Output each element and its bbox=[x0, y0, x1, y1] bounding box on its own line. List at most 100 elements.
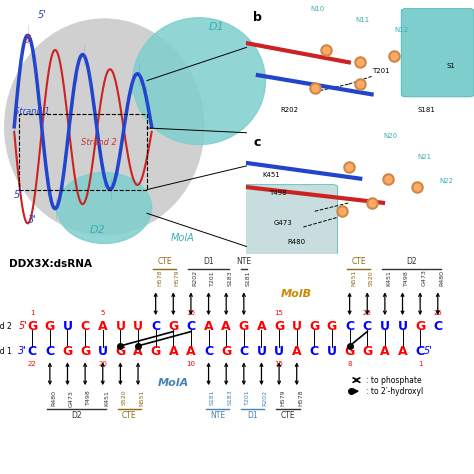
Text: H578: H578 bbox=[157, 270, 162, 286]
Text: C: C bbox=[239, 345, 248, 358]
Text: C: C bbox=[46, 345, 55, 358]
Text: G473: G473 bbox=[274, 220, 292, 227]
Text: T201: T201 bbox=[245, 390, 250, 405]
Text: S520: S520 bbox=[122, 390, 127, 405]
Text: N10: N10 bbox=[310, 6, 324, 11]
Text: C: C bbox=[204, 345, 213, 358]
Text: A: A bbox=[168, 345, 178, 358]
Text: U: U bbox=[292, 319, 302, 332]
Text: H579: H579 bbox=[174, 270, 180, 286]
Text: MolB: MolB bbox=[281, 289, 312, 299]
Text: G: G bbox=[274, 319, 284, 332]
Text: Strand 1: Strand 1 bbox=[0, 347, 11, 356]
Ellipse shape bbox=[5, 19, 204, 235]
Text: : to 2′-hydroxyl: : to 2′-hydroxyl bbox=[366, 387, 423, 396]
Ellipse shape bbox=[57, 173, 152, 244]
Text: A: A bbox=[398, 345, 407, 358]
Text: T498: T498 bbox=[86, 390, 91, 405]
Text: A: A bbox=[292, 345, 301, 358]
Text: G473: G473 bbox=[69, 390, 74, 407]
Text: N21: N21 bbox=[417, 154, 431, 160]
Text: b: b bbox=[253, 11, 262, 24]
Text: G: G bbox=[45, 319, 55, 332]
Text: 22: 22 bbox=[28, 361, 36, 367]
Text: D1: D1 bbox=[247, 411, 258, 420]
Text: H578: H578 bbox=[298, 390, 303, 406]
Text: N11: N11 bbox=[356, 17, 370, 23]
Text: 15: 15 bbox=[274, 310, 283, 317]
Text: U: U bbox=[98, 345, 108, 358]
Text: 5: 5 bbox=[100, 310, 105, 317]
Text: 5': 5' bbox=[14, 190, 23, 200]
Text: D1: D1 bbox=[209, 22, 224, 32]
Text: CTE: CTE bbox=[281, 411, 295, 420]
Text: N551: N551 bbox=[351, 270, 356, 286]
Text: 5': 5' bbox=[38, 10, 47, 20]
Text: 8: 8 bbox=[347, 361, 352, 367]
Text: C: C bbox=[186, 319, 195, 332]
Text: A: A bbox=[133, 345, 143, 358]
Text: R202: R202 bbox=[192, 270, 197, 286]
Text: N22: N22 bbox=[440, 178, 454, 184]
Bar bbox=[19, 114, 147, 190]
Text: G: G bbox=[362, 345, 373, 358]
Text: MolA: MolA bbox=[171, 233, 194, 243]
Text: R480: R480 bbox=[439, 270, 444, 286]
Text: G: G bbox=[345, 345, 355, 358]
Text: A: A bbox=[380, 345, 390, 358]
Text: G: G bbox=[27, 319, 37, 332]
FancyBboxPatch shape bbox=[242, 185, 337, 256]
Text: : to phosphate: : to phosphate bbox=[366, 375, 421, 384]
Text: D2: D2 bbox=[90, 225, 106, 235]
Text: 20: 20 bbox=[363, 310, 372, 317]
Text: Strand 1: Strand 1 bbox=[14, 107, 50, 116]
Text: R202: R202 bbox=[263, 390, 268, 406]
Text: T498: T498 bbox=[269, 190, 287, 196]
Text: G: G bbox=[115, 345, 126, 358]
Text: D2: D2 bbox=[71, 411, 82, 420]
Text: T201: T201 bbox=[210, 271, 215, 286]
Text: S181: S181 bbox=[210, 390, 215, 405]
Text: Strand 2: Strand 2 bbox=[81, 137, 117, 146]
Text: C: C bbox=[363, 319, 372, 332]
Text: NTE: NTE bbox=[236, 257, 251, 266]
Text: 3': 3' bbox=[24, 35, 33, 45]
FancyBboxPatch shape bbox=[401, 9, 474, 97]
Text: 3': 3' bbox=[28, 215, 37, 225]
Text: C: C bbox=[27, 345, 37, 358]
Text: G473: G473 bbox=[421, 269, 427, 286]
Text: C: C bbox=[81, 319, 90, 332]
Text: CTE: CTE bbox=[351, 257, 366, 266]
Text: G: G bbox=[239, 319, 249, 332]
Text: CTE: CTE bbox=[157, 257, 172, 266]
Text: H579: H579 bbox=[281, 390, 285, 406]
Text: C: C bbox=[345, 319, 354, 332]
Text: G: G bbox=[63, 345, 73, 358]
Text: G: G bbox=[80, 345, 90, 358]
Text: N551: N551 bbox=[139, 390, 145, 406]
Text: U: U bbox=[398, 319, 408, 332]
Text: U: U bbox=[256, 345, 266, 358]
Text: D2: D2 bbox=[406, 257, 417, 266]
Text: K451: K451 bbox=[263, 172, 280, 178]
Text: S183: S183 bbox=[228, 271, 233, 286]
Text: A: A bbox=[204, 319, 213, 332]
Text: 3': 3' bbox=[18, 346, 27, 356]
Text: T498: T498 bbox=[404, 271, 409, 286]
Text: 1: 1 bbox=[418, 361, 422, 367]
Text: 20: 20 bbox=[98, 361, 107, 367]
Text: S520: S520 bbox=[369, 271, 374, 286]
Text: U: U bbox=[115, 319, 126, 332]
Text: A: A bbox=[98, 319, 108, 332]
Text: A: A bbox=[221, 319, 231, 332]
Text: G: G bbox=[151, 345, 161, 358]
Text: S1: S1 bbox=[447, 63, 456, 69]
Text: U: U bbox=[63, 319, 73, 332]
Text: C: C bbox=[310, 345, 319, 358]
Text: T201: T201 bbox=[372, 68, 389, 74]
Text: D1: D1 bbox=[203, 257, 214, 266]
Text: NTE: NTE bbox=[210, 411, 225, 420]
Text: 25: 25 bbox=[433, 310, 442, 317]
Text: C: C bbox=[416, 345, 425, 358]
Text: R480: R480 bbox=[287, 238, 306, 245]
